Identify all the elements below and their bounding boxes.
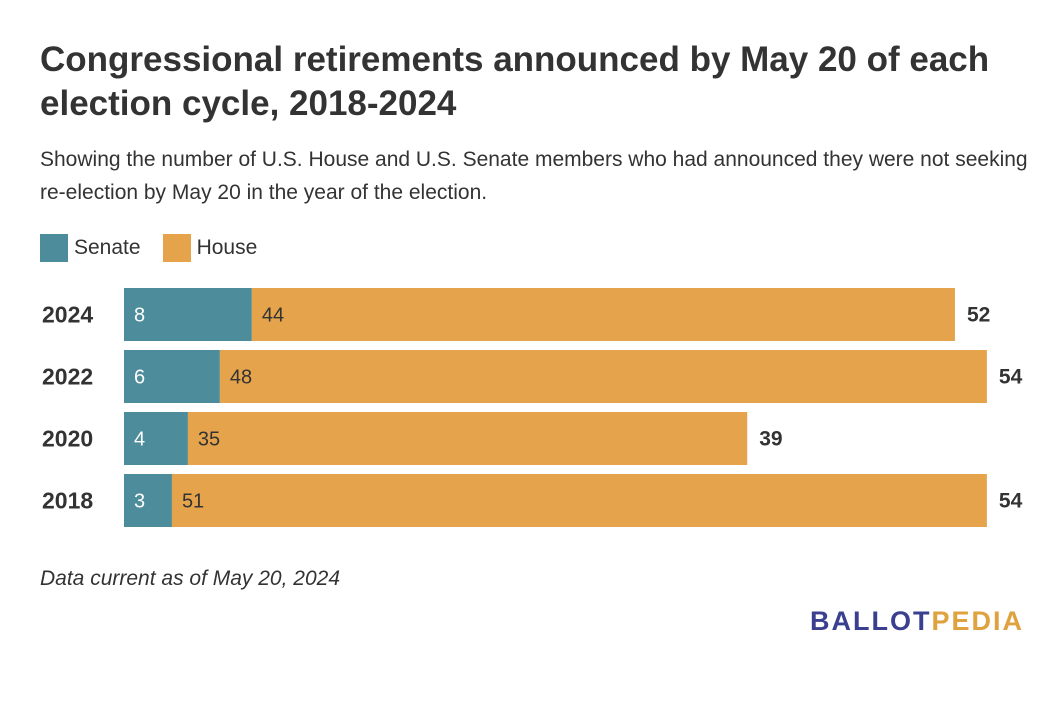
value-label-house-2018: 51 [182, 491, 204, 513]
value-label-house-2024: 44 [262, 305, 284, 327]
total-label-2024: 52 [967, 304, 990, 327]
value-label-house-2022: 48 [230, 367, 252, 389]
bar-senate-2024 [124, 288, 252, 341]
value-label-house-2020: 35 [198, 429, 220, 451]
bar-senate-2020 [124, 412, 188, 465]
chart-title: Congressional retirements announced by M… [40, 40, 990, 123]
bar-senate-2018 [124, 474, 172, 527]
legend-label-senate: Senate [74, 236, 141, 259]
legend-swatch-house [162, 234, 191, 262]
category-label-2022: 2022 [42, 364, 93, 390]
chart-subtitle: Showing the number of U.S. House and U.S… [40, 148, 1028, 204]
logo-part-ballot: BALLOT [809, 606, 932, 636]
total-label-2018: 54 [999, 490, 1023, 513]
total-label-2020: 39 [759, 428, 782, 451]
category-label-2024: 2024 [42, 302, 93, 328]
data-note: Data current as of May 20, 2024 [40, 567, 340, 590]
value-label-senate-2018: 3 [134, 491, 145, 513]
legend-item-house: House [162, 234, 258, 262]
legend: Senate House [40, 233, 279, 263]
bar-senate-2022 [124, 350, 220, 403]
logo-part-pedia: PEDIA [931, 606, 1024, 636]
ballotpedia-logo: BALLOTPEDIA [810, 606, 1024, 637]
legend-label-house: House [196, 236, 258, 259]
bar-house-2022 [219, 350, 987, 403]
bar-house-2018 [171, 474, 987, 527]
legend-item-senate: Senate [40, 234, 141, 262]
category-label-2020: 2020 [42, 426, 93, 452]
bar-house-2020 [187, 412, 748, 465]
bar-house-2024 [251, 288, 955, 341]
category-label-2018: 2018 [42, 488, 93, 514]
value-label-senate-2020: 4 [134, 429, 145, 451]
legend-swatch-senate [40, 234, 68, 262]
total-label-2022: 54 [999, 366, 1023, 389]
value-label-senate-2024: 8 [134, 305, 145, 327]
value-label-senate-2022: 6 [134, 367, 145, 389]
